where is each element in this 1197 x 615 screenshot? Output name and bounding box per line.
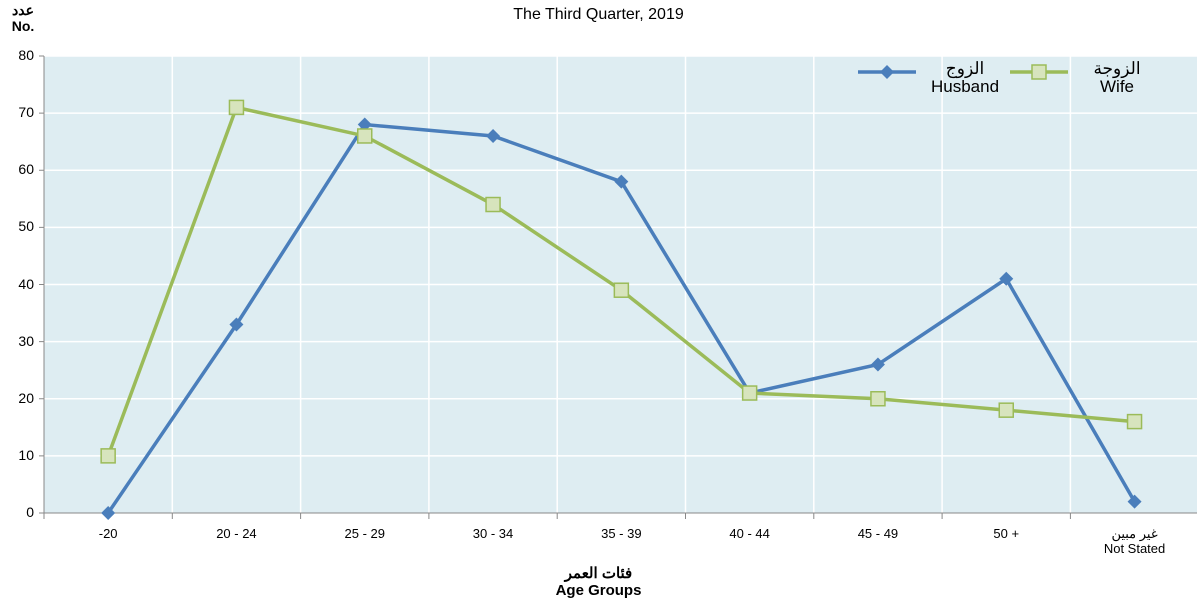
x-tick-label: 35 - 39 <box>601 526 642 541</box>
y-tick-label: 10 <box>18 446 34 463</box>
point <box>880 65 894 79</box>
y-tick-label: 30 <box>18 332 34 349</box>
point <box>485 196 501 213</box>
point <box>1127 494 1142 509</box>
x-tick-label: 45 - 49 <box>857 526 899 541</box>
y-axis-label: عدد No. <box>11 2 35 35</box>
y-tick-label: 70 <box>18 104 34 121</box>
x-tick-label: -20 <box>98 526 118 541</box>
point <box>228 99 245 116</box>
y-tick-label: 60 <box>18 161 34 178</box>
x-tick-label: 30 - 34 <box>472 526 514 541</box>
point <box>100 448 116 464</box>
point <box>101 506 116 520</box>
point <box>870 357 885 372</box>
chart-title: The Third Quarter, 2019 <box>513 6 684 23</box>
point <box>999 271 1014 286</box>
x-tick-label: 40 - 44 <box>729 526 770 541</box>
x-tick-label: غير مبين Not Stated <box>1103 526 1166 556</box>
x-tick-label: 50 + <box>993 526 1020 541</box>
point <box>614 174 629 189</box>
x-axis-label: فئات العمر Age Groups <box>555 565 642 600</box>
point <box>613 282 630 298</box>
point <box>998 402 1014 418</box>
point <box>1031 64 1047 80</box>
point <box>357 117 372 132</box>
legend-label: الزوجة Wife <box>1093 59 1141 96</box>
point <box>229 317 244 332</box>
point <box>741 385 758 401</box>
point <box>357 128 373 144</box>
point <box>1126 413 1143 430</box>
y-tick-label: 0 <box>26 504 34 520</box>
legend-label: الزوج Husband <box>930 59 1000 96</box>
x-tick-label: 25 - 29 <box>344 526 385 541</box>
x-tick-label: 20 - 24 <box>216 526 257 541</box>
point <box>870 391 886 407</box>
point <box>486 128 501 143</box>
y-tick-label: 50 <box>18 218 34 235</box>
y-tick-label: 80 <box>18 47 34 63</box>
y-tick-label: 40 <box>18 275 34 292</box>
y-tick-label: 20 <box>18 389 34 406</box>
